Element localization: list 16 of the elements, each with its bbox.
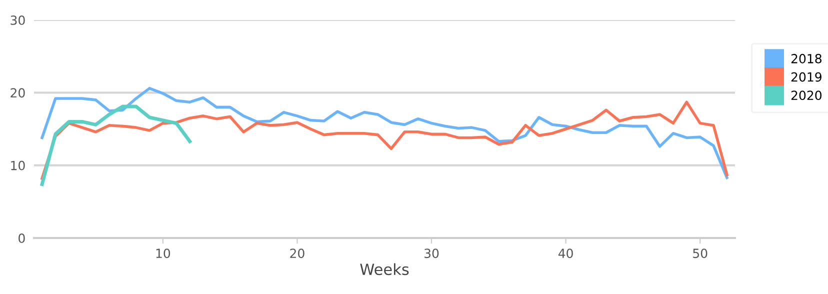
x-tick-label: 10 bbox=[156, 248, 170, 258]
x-tick-label: 20 bbox=[290, 248, 304, 258]
x-tick-label: 50 bbox=[693, 248, 708, 258]
legend-label: 2019 bbox=[791, 72, 822, 82]
y-tick-label: 30 bbox=[10, 15, 25, 25]
legend-label: 2020 bbox=[791, 90, 822, 100]
y-tick-label: 10 bbox=[11, 160, 25, 170]
y-tick-label: 20 bbox=[10, 88, 25, 98]
x-axis-title: Weeks bbox=[360, 263, 409, 276]
line-series bbox=[40, 100, 728, 180]
legend-label: 2018 bbox=[791, 54, 822, 64]
y-tick-label: 0 bbox=[18, 233, 25, 243]
line-series bbox=[40, 86, 728, 180]
x-tick-label: 30 bbox=[424, 248, 439, 258]
x-tick-label: 40 bbox=[558, 248, 573, 258]
line-series bbox=[40, 104, 192, 186]
